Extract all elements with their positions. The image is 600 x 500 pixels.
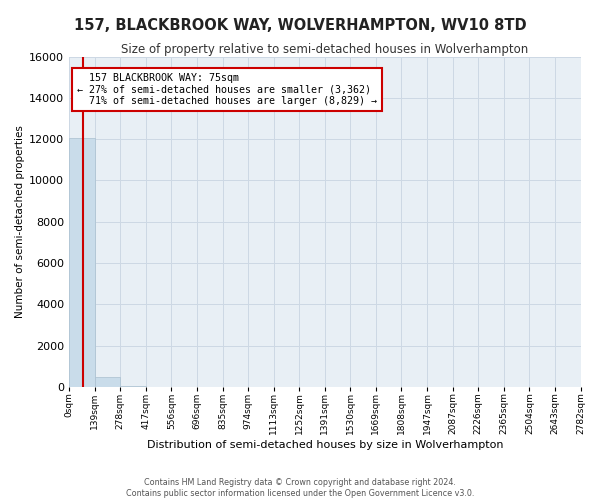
X-axis label: Distribution of semi-detached houses by size in Wolverhampton: Distribution of semi-detached houses by … xyxy=(146,440,503,450)
Text: Contains HM Land Registry data © Crown copyright and database right 2024.
Contai: Contains HM Land Registry data © Crown c… xyxy=(126,478,474,498)
Y-axis label: Number of semi-detached properties: Number of semi-detached properties xyxy=(15,126,25,318)
Title: Size of property relative to semi-detached houses in Wolverhampton: Size of property relative to semi-detach… xyxy=(121,42,529,56)
Text: 157, BLACKBROOK WAY, WOLVERHAMPTON, WV10 8TD: 157, BLACKBROOK WAY, WOLVERHAMPTON, WV10… xyxy=(74,18,526,32)
Bar xyxy=(95,376,120,387)
Text: 157 BLACKBROOK WAY: 75sqm
← 27% of semi-detached houses are smaller (3,362)
  71: 157 BLACKBROOK WAY: 75sqm ← 27% of semi-… xyxy=(77,73,377,106)
Bar xyxy=(69,138,95,387)
Bar xyxy=(120,386,146,387)
